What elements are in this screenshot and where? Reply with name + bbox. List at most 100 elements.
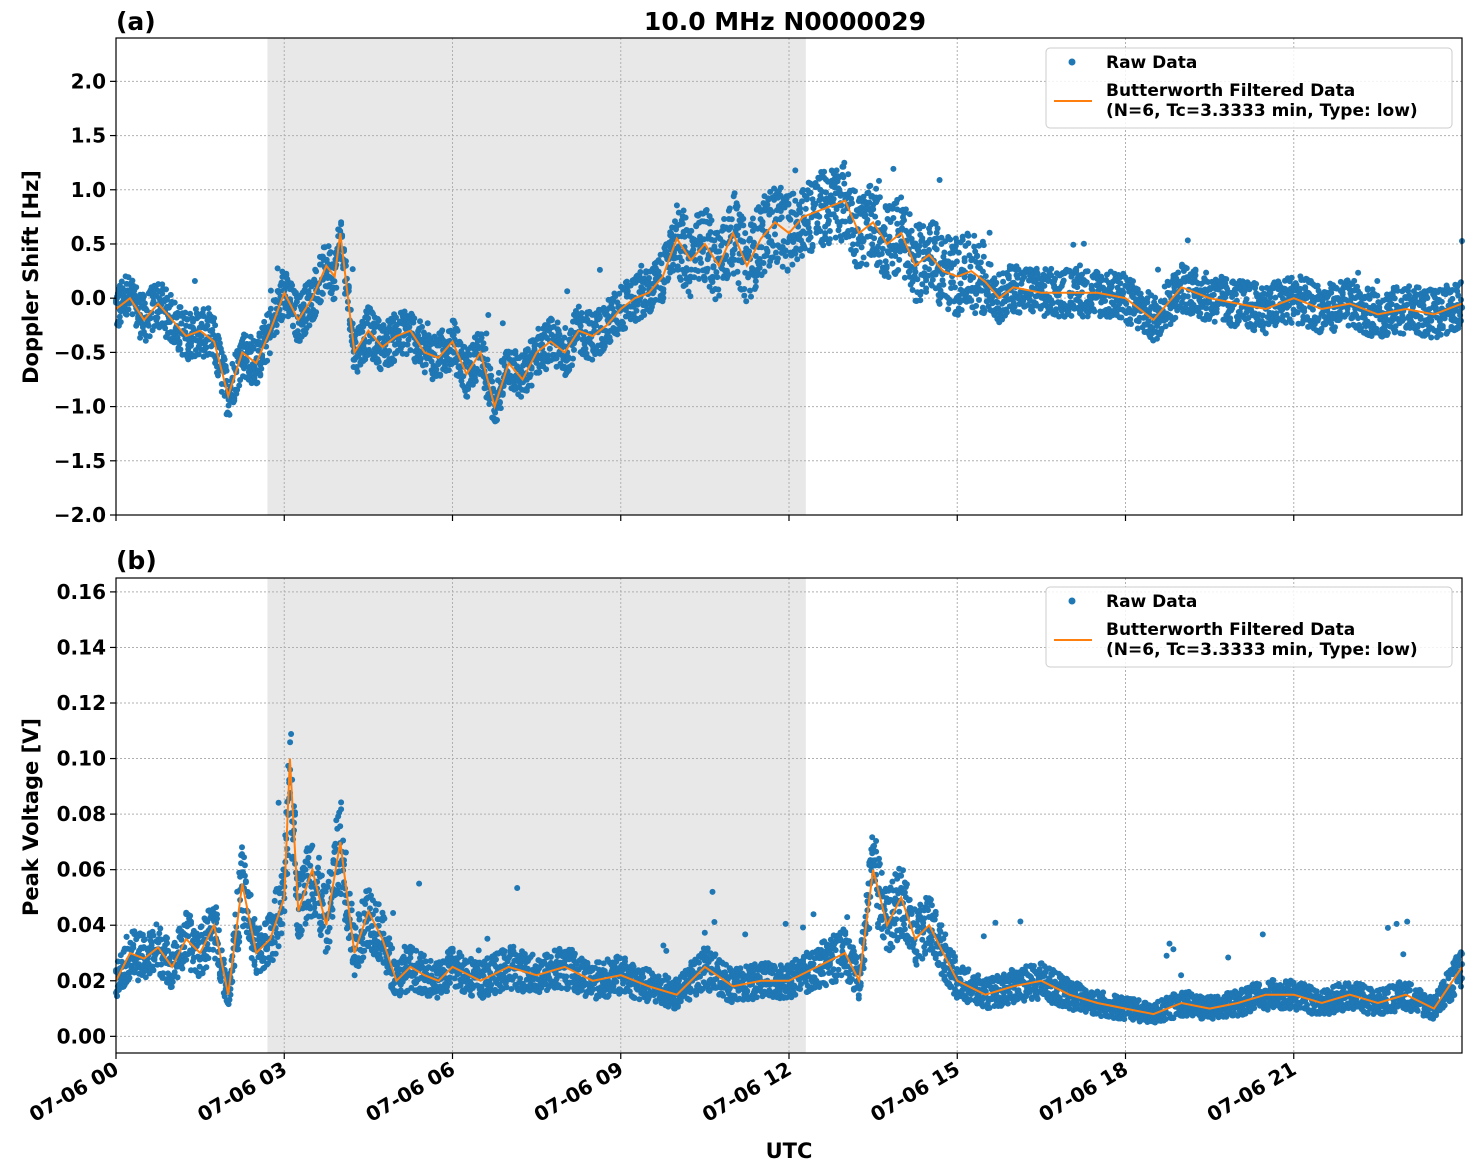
raw-data-point [450,349,457,356]
raw-data-point [789,261,796,268]
raw-data-point [123,311,130,318]
raw-data-point [640,286,647,293]
raw-data-point [256,925,263,932]
raw-data-point [188,920,194,927]
raw-data-point [942,238,949,245]
raw-data-point [326,938,333,945]
raw-data-point [421,369,428,376]
raw-data-point [231,397,238,404]
raw-data-point [883,264,890,271]
raw-data-point [876,177,882,184]
raw-data-point [171,299,178,306]
raw-data-point [770,242,777,249]
raw-data-point [375,317,382,324]
raw-data-point [1011,303,1018,310]
raw-data-point [1344,310,1351,317]
raw-data-point [176,338,183,345]
raw-data-point [716,292,723,299]
raw-data-point [867,182,874,189]
raw-data-point [756,264,763,271]
raw-data-point [939,271,946,278]
raw-data-point [762,207,769,214]
raw-data-point [1223,276,1230,283]
raw-data-point [973,302,980,309]
raw-data-point [792,167,799,174]
raw-data-point [952,284,958,291]
raw-data-point [306,322,313,329]
raw-data-point [759,218,766,225]
raw-data-point [337,823,344,830]
raw-data-point [709,279,716,285]
raw-data-point [982,273,989,280]
raw-data-point [545,352,551,359]
raw-data-point [860,254,867,261]
raw-data-point [450,331,457,338]
raw-data-point [217,978,224,984]
raw-data-point [264,357,271,364]
raw-data-point [677,276,684,283]
raw-data-point [164,935,170,942]
raw-data-point [1374,278,1381,284]
raw-data-point [483,384,490,391]
raw-data-point [241,862,248,869]
raw-data-point [235,946,242,953]
raw-data-point [729,251,736,257]
raw-data-point [809,196,816,203]
raw-data-point [203,964,210,971]
raw-data-point [1458,296,1464,303]
raw-data-point [141,936,148,943]
raw-data-point [1428,334,1435,341]
raw-data-point [892,253,899,259]
raw-data-point [852,213,859,220]
raw-data-point [1016,309,1023,316]
raw-data-point [727,224,734,231]
raw-data-point [570,355,576,362]
raw-data-point [923,288,930,295]
raw-data-point [946,296,953,303]
raw-data-point [239,844,245,851]
raw-data-point [1077,262,1083,269]
raw-data-point [495,369,502,376]
raw-data-point [324,945,331,951]
raw-data-point [338,806,345,813]
raw-data-point [1232,291,1239,298]
raw-data-point [748,293,754,300]
raw-data-point [129,277,136,284]
raw-data-point [1458,317,1464,324]
raw-data-point [501,362,508,369]
raw-data-point [143,307,150,314]
raw-data-point [562,325,569,331]
raw-data-point [317,932,324,939]
raw-data-point [200,313,207,320]
raw-data-point [749,215,756,222]
raw-data-point [897,248,904,255]
raw-data-point [906,211,913,218]
raw-data-point [569,362,575,369]
raw-data-point [179,965,186,972]
raw-data-point [809,241,816,248]
raw-data-point [142,337,149,344]
raw-data-point [912,268,919,275]
raw-data-point [415,332,422,339]
raw-data-point [863,261,870,268]
raw-data-point [133,284,140,291]
raw-data-point [395,336,402,343]
raw-data-point [146,333,153,340]
raw-data-point [1091,308,1098,315]
raw-data-point [1351,277,1358,284]
raw-data-point [184,316,191,323]
raw-data-point [711,243,718,250]
raw-data-point [433,366,440,373]
raw-data-point [835,227,842,234]
raw-data-point [487,365,494,372]
raw-data-point [1021,274,1028,280]
raw-data-point [741,292,748,299]
raw-data-point [1211,318,1218,325]
raw-data-point [979,268,986,275]
y-tick-label: −0.5 [54,340,106,364]
raw-data-point [934,225,941,232]
raw-data-point [1458,279,1464,286]
raw-data-point [418,355,424,362]
raw-data-point [256,333,263,340]
raw-data-point [841,159,848,166]
